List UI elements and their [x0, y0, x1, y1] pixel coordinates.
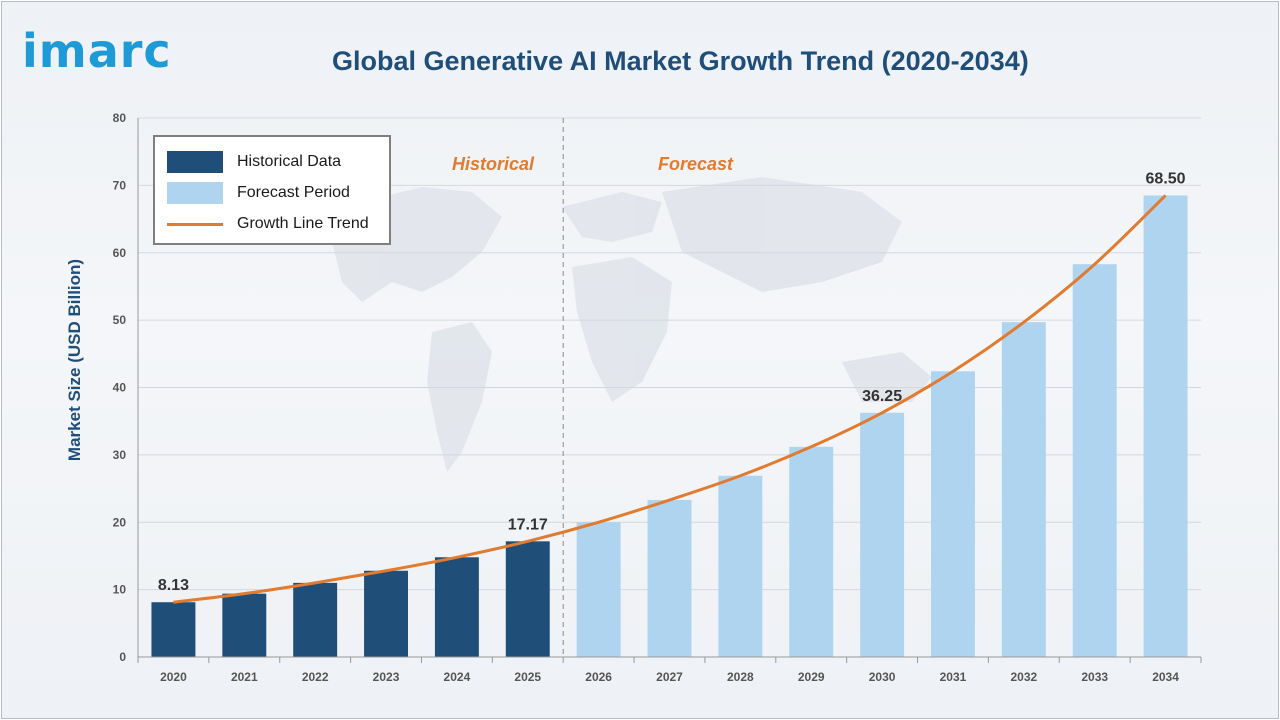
- x-tick-label-2022: 2022: [302, 670, 329, 684]
- y-tick-label-20: 20: [113, 515, 127, 529]
- y-tick-label-40: 40: [113, 381, 127, 395]
- x-tick-label-2020: 2020: [160, 670, 187, 684]
- data-label-2034: 68.50: [1146, 170, 1186, 187]
- x-tick-label-2021: 2021: [231, 670, 258, 684]
- y-tick-label-10: 10: [113, 583, 127, 597]
- data-label-2020: 8.13: [158, 577, 189, 594]
- bar-2024: [434, 557, 479, 657]
- legend-swatch-trend: [167, 222, 223, 226]
- legend-label-trend: Growth Line Trend: [237, 215, 369, 232]
- y-tick-label-30: 30: [113, 448, 127, 462]
- x-tick-label-2027: 2027: [656, 670, 683, 684]
- bar-2023: [364, 570, 409, 657]
- legend-item-forecast: Forecast Period: [167, 181, 350, 205]
- bar-2026: [576, 522, 621, 657]
- legend-label-historical: Historical Data: [237, 153, 342, 170]
- bar-2029: [789, 446, 834, 657]
- world-map-watermark: [332, 177, 932, 472]
- data-labels: 8.13 17.17 36.25 68.50: [158, 170, 1186, 594]
- legend-swatch-historical: [167, 151, 223, 173]
- legend: Historical Data Forecast Period Growth L…: [153, 135, 391, 245]
- bar-2032: [1001, 322, 1046, 657]
- bar-2020: [151, 602, 196, 657]
- x-tick-label-2032: 2032: [1010, 670, 1037, 684]
- y-tick-label-70: 70: [113, 178, 127, 192]
- growth-trend-line: [173, 194, 1167, 604]
- y-tick-label-80: 80: [113, 111, 127, 125]
- forecast-annotation: Forecast: [658, 154, 734, 174]
- legend-label-forecast: Forecast Period: [237, 184, 350, 201]
- legend-item-historical: Historical Data: [167, 150, 341, 174]
- data-label-2025: 17.17: [508, 516, 548, 533]
- x-tick-label-2028: 2028: [727, 670, 754, 684]
- data-label-2030: 36.25: [862, 388, 902, 405]
- bars: [151, 195, 1188, 657]
- trend-line: [173, 194, 1167, 604]
- bar-2031: [930, 371, 975, 657]
- imarc-logo: imarc: [22, 24, 172, 78]
- legend-swatch-forecast: [167, 182, 223, 204]
- x-tick-label-2030: 2030: [869, 670, 896, 684]
- bar-2021: [222, 593, 267, 657]
- x-tick-label-2026: 2026: [585, 670, 612, 684]
- historical-annotation: Historical: [452, 154, 535, 174]
- x-tick-label-2033: 2033: [1081, 670, 1108, 684]
- x-tick-label-2034: 2034: [1152, 670, 1179, 684]
- y-tick-label-60: 60: [113, 246, 127, 260]
- chart-title: Global Generative AI Market Growth Trend…: [332, 46, 1029, 76]
- bar-2030: [860, 412, 905, 657]
- x-tick-label-2031: 2031: [940, 670, 967, 684]
- bar-2028: [718, 475, 763, 657]
- bar-2033: [1072, 264, 1117, 657]
- bar-2022: [293, 582, 338, 657]
- x-tick-label-2025: 2025: [514, 670, 541, 684]
- legend-item-trend: Growth Line Trend: [167, 212, 369, 236]
- y-tick-label-0: 0: [119, 650, 126, 664]
- bar-2027: [647, 500, 692, 657]
- bar-2025: [505, 541, 550, 657]
- bar-2034: [1143, 195, 1188, 657]
- x-tick-label-2029: 2029: [798, 670, 825, 684]
- y-tick-label-50: 50: [113, 313, 127, 327]
- x-tick-label-2024: 2024: [444, 670, 471, 684]
- x-tick-label-2023: 2023: [373, 670, 400, 684]
